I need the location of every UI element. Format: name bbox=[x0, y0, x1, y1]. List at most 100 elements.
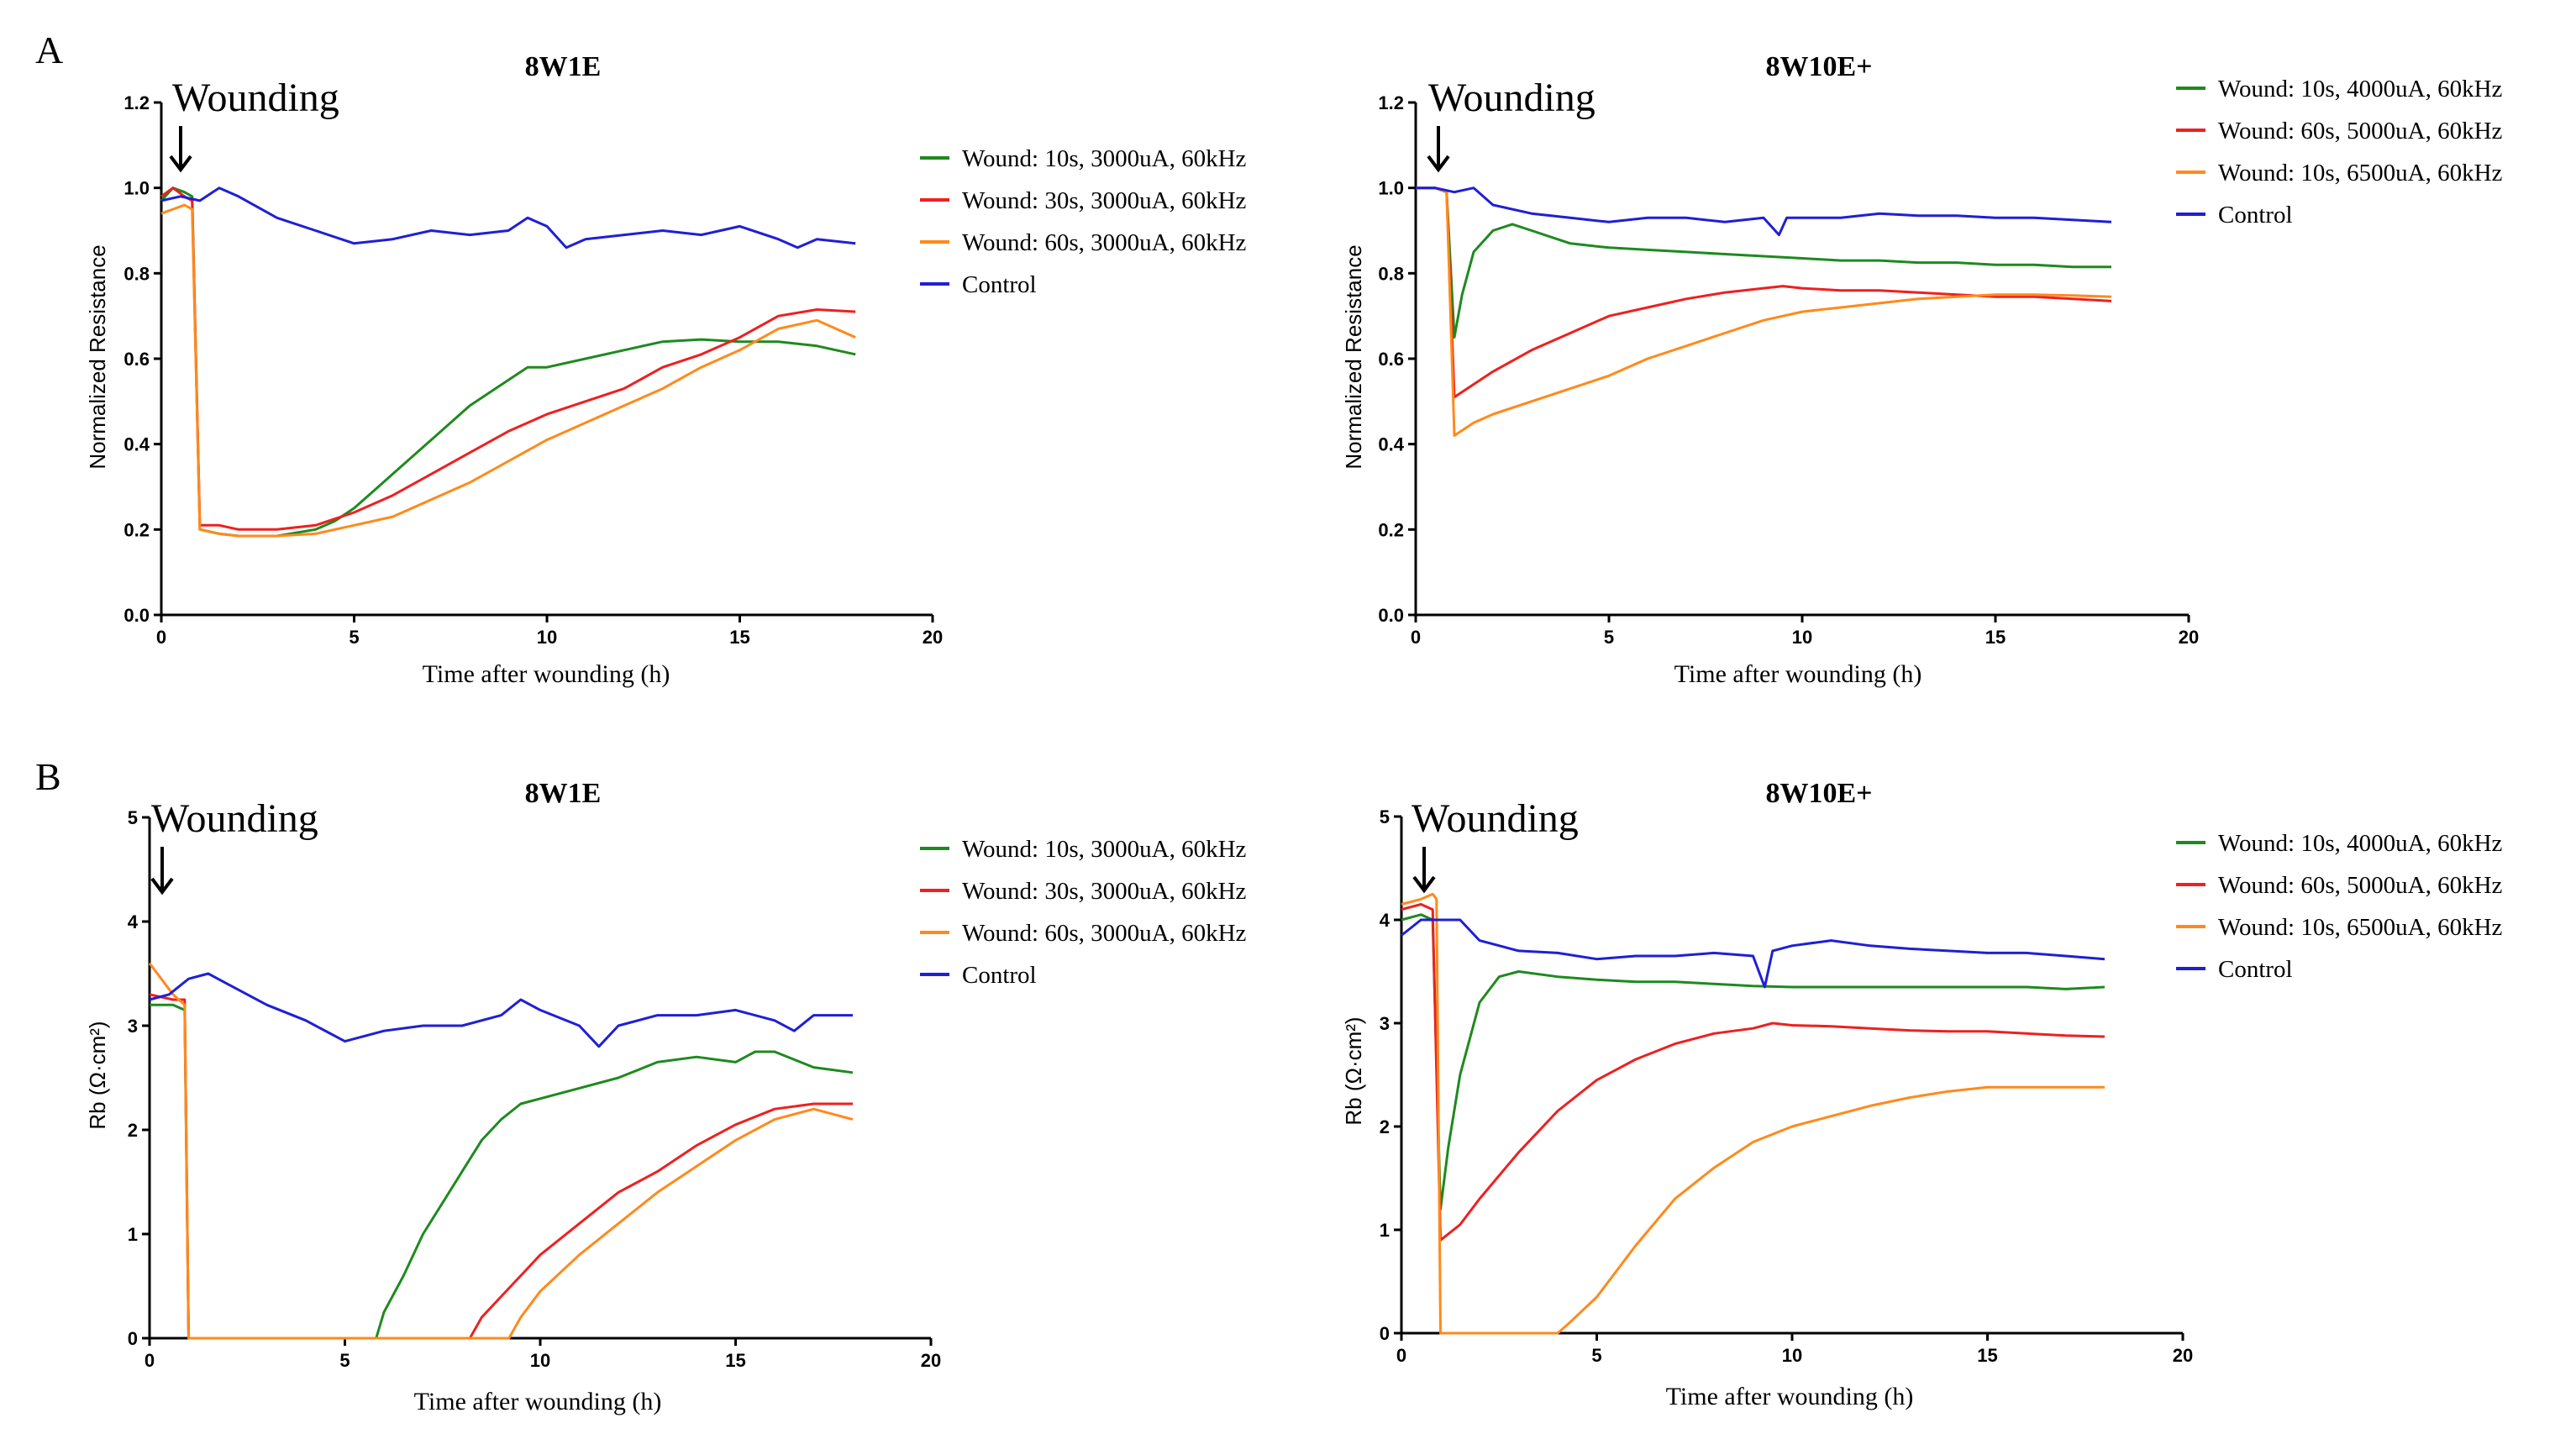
panel-label-a: A bbox=[35, 29, 63, 71]
x-axis-label: Time after wounding (h) bbox=[423, 660, 670, 688]
y-tick-label: 3 bbox=[128, 1016, 138, 1037]
y-tick-label: 0.4 bbox=[1378, 434, 1404, 455]
legend-entry: Wound: 10s, 4000uA, 60kHz bbox=[2176, 76, 2503, 102]
series-line-red bbox=[149, 993, 853, 1340]
y-tick-label: 0.6 bbox=[1378, 349, 1404, 370]
legend-label: Wound: 60s, 3000uA, 60kHz bbox=[962, 229, 1247, 256]
y-tick-label: 1.2 bbox=[1378, 92, 1404, 113]
series-line-blue bbox=[1401, 918, 2105, 989]
x-tick-label: 0 bbox=[145, 1350, 155, 1371]
y-tick-label: 0 bbox=[128, 1328, 138, 1349]
legend-entry: Control bbox=[2176, 202, 2293, 228]
legend-entry: Wound: 10s, 3000uA, 60kHz bbox=[920, 836, 1247, 863]
y-tick-label: 1 bbox=[1380, 1220, 1390, 1241]
legend-label: Wound: 10s, 6500uA, 60kHz bbox=[2218, 914, 2503, 941]
legend-label: Wound: 10s, 3000uA, 60kHz bbox=[962, 145, 1247, 172]
wounding-annotation: Wounding bbox=[1412, 796, 1579, 841]
legend-label: Control bbox=[962, 271, 1037, 298]
series-line-orange bbox=[148, 962, 854, 1340]
legend-label: Wound: 10s, 6500uA, 60kHz bbox=[2218, 160, 2503, 186]
x-tick-label: 15 bbox=[725, 1350, 745, 1371]
wounding-annotation: Wounding bbox=[172, 76, 339, 120]
series-line-green bbox=[1401, 913, 2105, 1211]
legend-entry: Wound: 60s, 3000uA, 60kHz bbox=[920, 920, 1247, 947]
x-tick-label: 5 bbox=[1591, 1345, 1601, 1366]
y-tick-label: 2 bbox=[1380, 1116, 1390, 1137]
x-tick-label: 20 bbox=[2179, 627, 2199, 648]
y-tick-label: 4 bbox=[1380, 910, 1391, 931]
x-tick-label: 10 bbox=[1792, 627, 1812, 648]
legend-entry: Wound: 10s, 3000uA, 60kHz bbox=[920, 145, 1247, 172]
x-tick-label: 0 bbox=[1411, 627, 1421, 648]
x-tick-label: 20 bbox=[923, 627, 943, 648]
legend-entry: Control bbox=[920, 962, 1037, 989]
legend-entry: Wound: 60s, 5000uA, 60kHz bbox=[2176, 118, 2503, 144]
y-axis-label: Normalized Resistance bbox=[1341, 244, 1366, 469]
y-tick-label: 1.2 bbox=[124, 92, 150, 113]
wounding-arrow bbox=[169, 126, 192, 173]
y-tick-label: 0.8 bbox=[1378, 263, 1404, 284]
legend-entry: Control bbox=[920, 271, 1037, 298]
y-tick-label: 0 bbox=[1380, 1323, 1390, 1344]
x-tick-label: 5 bbox=[1604, 627, 1614, 648]
y-axis-label: Rb (Ω·cm²) bbox=[85, 1021, 110, 1129]
y-axis-label: Normalized Resistance bbox=[85, 244, 110, 469]
x-axis-label: Time after wounding (h) bbox=[1674, 660, 1922, 688]
x-tick-label: 0 bbox=[1396, 1345, 1406, 1366]
wounding-arrow bbox=[1412, 847, 1436, 894]
y-axis-label: Rb (Ω·cm²) bbox=[1341, 1016, 1366, 1125]
y-tick-label: 3 bbox=[1380, 1013, 1390, 1034]
series-line-green bbox=[1416, 186, 2111, 339]
y-tick-label: 0.6 bbox=[124, 349, 150, 370]
y-tick-label: 5 bbox=[1380, 806, 1390, 827]
legend-entry: Wound: 30s, 3000uA, 60kHz bbox=[920, 187, 1247, 214]
x-tick-label: 5 bbox=[339, 1350, 350, 1371]
legend-label: Wound: 30s, 3000uA, 60kHz bbox=[962, 878, 1247, 905]
y-tick-label: 0.4 bbox=[124, 434, 150, 455]
series-line-red bbox=[1401, 903, 2105, 1242]
y-tick-label: 0.0 bbox=[124, 605, 150, 626]
legend-label: Wound: 60s, 5000uA, 60kHz bbox=[2218, 872, 2503, 899]
chart-b-8w10e-plus: 8W10E+ Wounding Rb (Ω·cm²) Time after wo… bbox=[1341, 778, 2503, 1410]
y-tick-label: 1 bbox=[128, 1224, 138, 1245]
legend-label: Control bbox=[2218, 956, 2293, 983]
y-tick-label: 2 bbox=[128, 1120, 138, 1141]
legend-label: Wound: 60s, 3000uA, 60kHz bbox=[962, 920, 1247, 947]
series-line-green bbox=[160, 186, 856, 538]
y-tick-label: 4 bbox=[128, 911, 139, 932]
chart-a-8w1e: 8W1E Wounding Normalized Resistance Time… bbox=[85, 51, 1247, 688]
wounding-annotation: Wounding bbox=[151, 796, 318, 841]
chart-title: 8W1E bbox=[525, 51, 602, 82]
x-tick-label: 10 bbox=[1782, 1345, 1802, 1366]
x-tick-label: 20 bbox=[921, 1350, 941, 1371]
chart-title: 8W10E+ bbox=[1765, 778, 1872, 809]
legend-entry: Control bbox=[2176, 956, 2293, 983]
series-line-orange bbox=[1416, 186, 2112, 437]
x-tick-label: 10 bbox=[537, 627, 557, 648]
x-tick-label: 15 bbox=[1985, 627, 2006, 648]
legend-label: Control bbox=[2218, 202, 2293, 228]
series-line-green bbox=[150, 1003, 854, 1340]
legend-label: Wound: 10s, 3000uA, 60kHz bbox=[962, 836, 1247, 863]
x-tick-label: 20 bbox=[2173, 1345, 2193, 1366]
wounding-arrow bbox=[1427, 126, 1450, 173]
chart-title: 8W1E bbox=[525, 778, 602, 809]
legend-label: Wound: 10s, 4000uA, 60kHz bbox=[2218, 76, 2503, 102]
y-tick-label: 5 bbox=[128, 807, 138, 828]
series-line-blue bbox=[160, 186, 856, 249]
y-tick-label: 0.2 bbox=[124, 519, 150, 540]
legend-entry: Wound: 10s, 6500uA, 60kHz bbox=[2176, 914, 2503, 941]
x-tick-label: 15 bbox=[1977, 1345, 1997, 1366]
legend-entry: Wound: 10s, 6500uA, 60kHz bbox=[2176, 160, 2503, 186]
x-axis-label: Time after wounding (h) bbox=[414, 1388, 662, 1415]
legend-entry: Wound: 60s, 5000uA, 60kHz bbox=[2176, 872, 2503, 899]
legend-entry: Wound: 30s, 3000uA, 60kHz bbox=[920, 878, 1247, 905]
panel-label-b: B bbox=[35, 755, 61, 798]
x-tick-label: 5 bbox=[349, 627, 359, 648]
y-tick-label: 1.0 bbox=[124, 178, 150, 199]
x-tick-label: 15 bbox=[729, 627, 749, 648]
chart-a-8w10e-plus: 8W10E+ Wounding Normalized Resistance Ti… bbox=[1341, 51, 2503, 688]
series-line-orange bbox=[160, 203, 856, 538]
series-line-blue bbox=[1416, 186, 2112, 237]
